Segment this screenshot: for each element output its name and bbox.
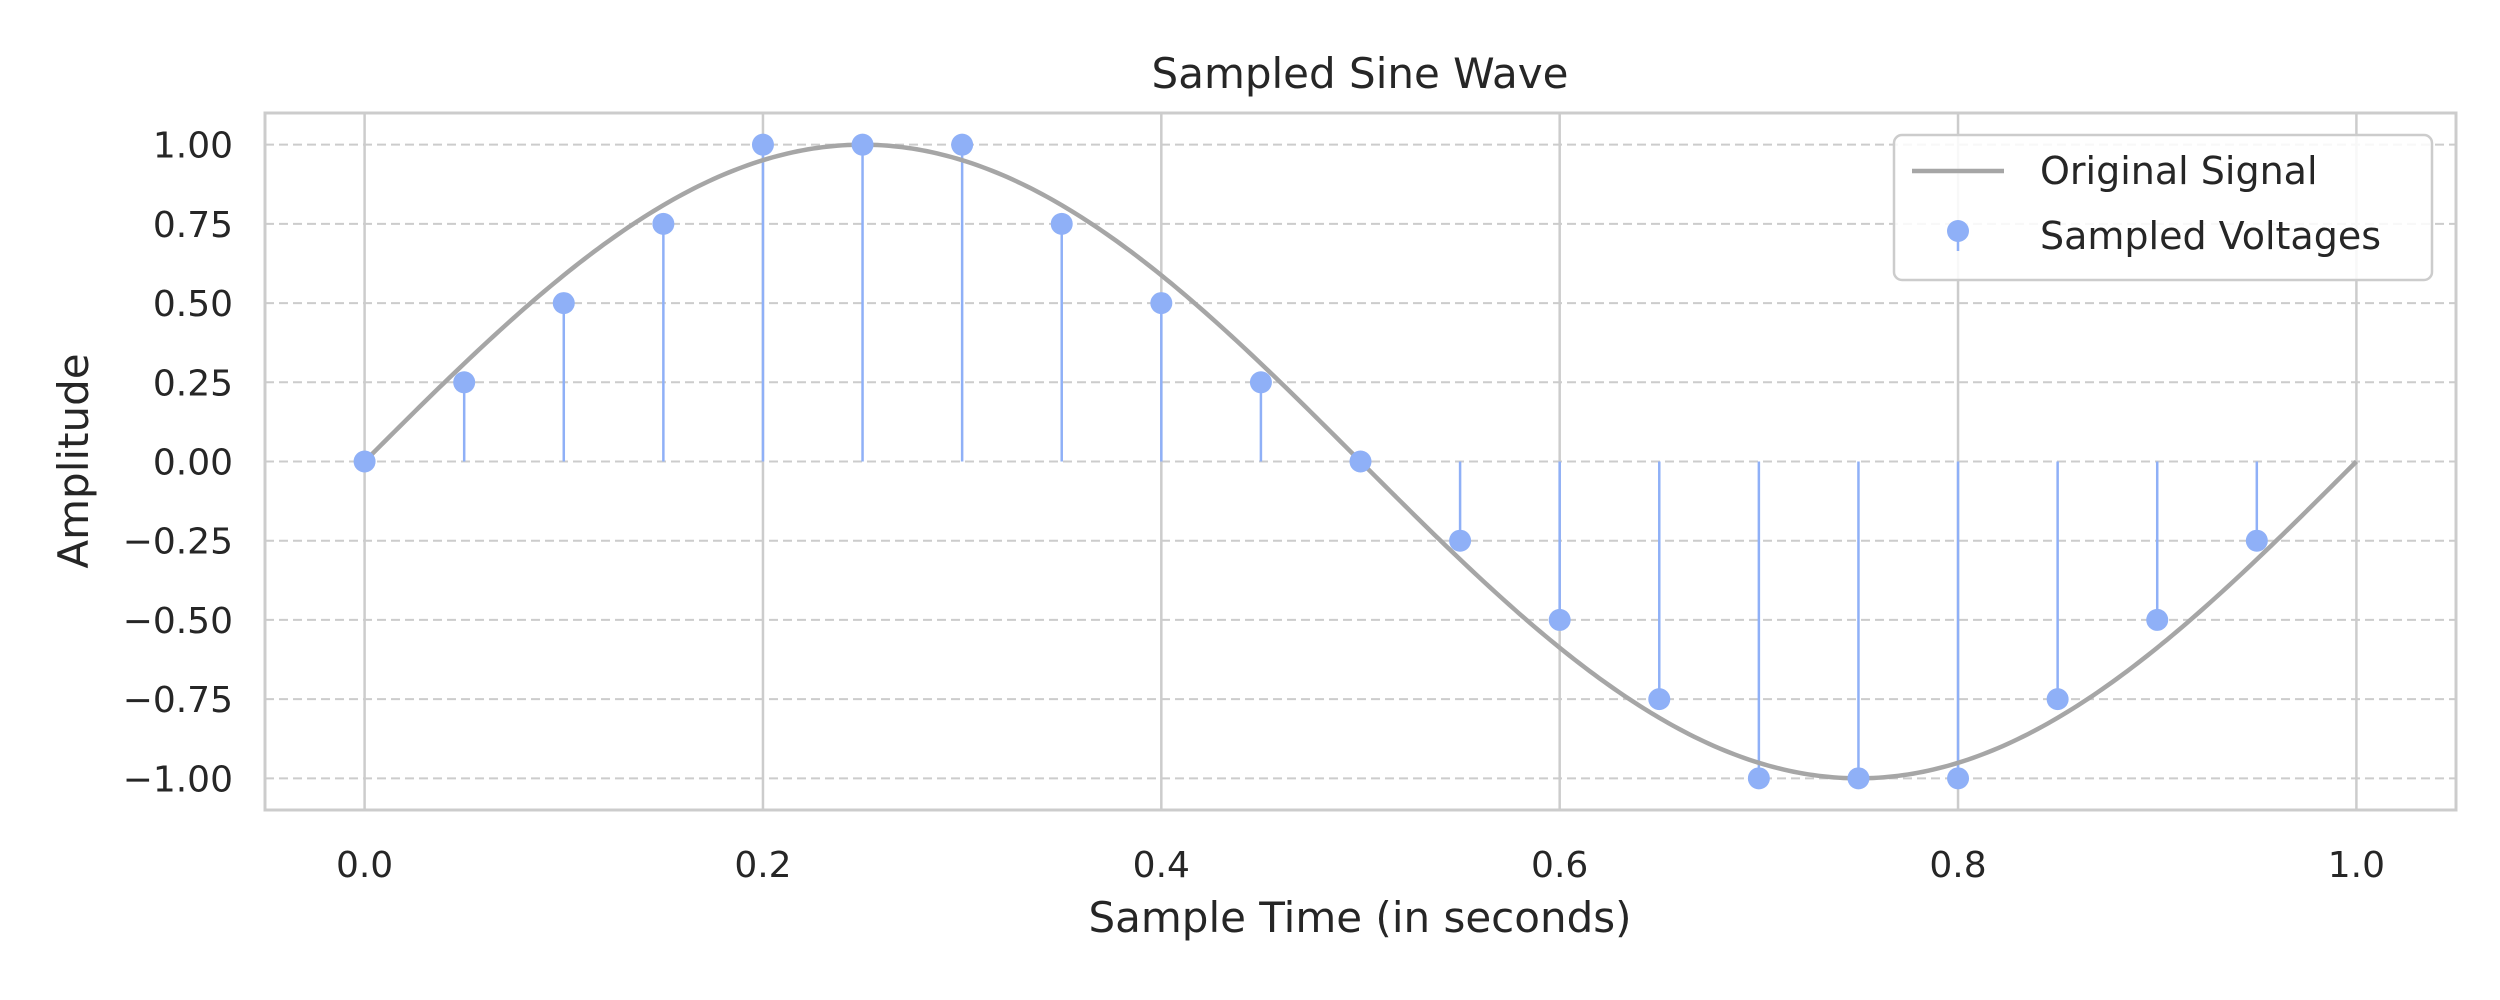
sample-point-19 [2245, 529, 2268, 552]
x-tick-label-5: 1.0 [2328, 845, 2385, 886]
sample-point-14 [1747, 767, 1770, 790]
y-axis-label: Amplitude [49, 353, 98, 568]
sample-point-0 [353, 450, 376, 473]
sample-point-13 [1648, 688, 1671, 711]
sample-point-16 [1947, 767, 1970, 790]
plot-frame [263, 111, 2458, 812]
sample-point-3 [652, 212, 675, 235]
legend-label-original-signal: Original Signal [2040, 149, 2318, 193]
chart-title: Sampled Sine Wave [1152, 49, 1569, 98]
sample-point-4 [751, 133, 774, 156]
x-tick-label-1: 0.2 [734, 845, 791, 886]
legend-label-sampled-voltages: Sampled Voltages [2040, 214, 2381, 258]
sample-point-15 [1847, 767, 1870, 790]
sample-point-11 [1449, 529, 1472, 552]
sample-point-5 [851, 133, 874, 156]
x-tick-label-2: 0.4 [1133, 845, 1190, 886]
sample-point-6 [951, 133, 974, 156]
x-tick-labels: 0.0 0.2 0.4 0.6 0.8 1.0 [336, 845, 2385, 886]
x-tick-label-4: 0.8 [1929, 845, 1986, 886]
legend-marker-swatch [1947, 220, 1969, 242]
sample-point-10 [1349, 450, 1372, 473]
y-tick-label-5: −0.25 [123, 522, 233, 563]
y-tick-label-0: 1.00 [153, 126, 233, 167]
y-tick-label-6: −0.50 [123, 601, 233, 642]
sample-point-9 [1249, 371, 1272, 394]
sample-point-12 [1548, 608, 1571, 631]
y-tick-label-3: 0.25 [153, 363, 233, 404]
x-tick-label-3: 0.6 [1531, 845, 1588, 886]
sample-point-17 [2046, 688, 2069, 711]
legend: Original Signal Sampled Voltages [1892, 133, 2434, 282]
sample-point-8 [1150, 292, 1173, 315]
y-tick-label-1: 0.75 [153, 205, 233, 246]
x-tick-label-0: 0.0 [336, 845, 393, 886]
x-axis-label: Sample Time (in seconds) [1088, 893, 1631, 942]
sample-point-1 [453, 371, 476, 394]
sample-point-18 [2146, 608, 2169, 631]
y-tick-labels: 1.00 0.75 0.50 0.25 0.00 −0.25 −0.50 −0.75 −1.00 [123, 126, 233, 801]
y-tick-label-4: 0.00 [153, 443, 233, 484]
y-tick-label-7: −0.75 [123, 680, 233, 721]
legend-box [1892, 133, 2434, 282]
y-tick-label-2: 0.50 [153, 284, 233, 325]
sample-markers [353, 133, 2268, 790]
sample-point-7 [1050, 212, 1073, 235]
sample-point-2 [552, 292, 575, 315]
stem-lines [462, 144, 2259, 779]
y-tick-label-8: −1.00 [123, 759, 233, 800]
